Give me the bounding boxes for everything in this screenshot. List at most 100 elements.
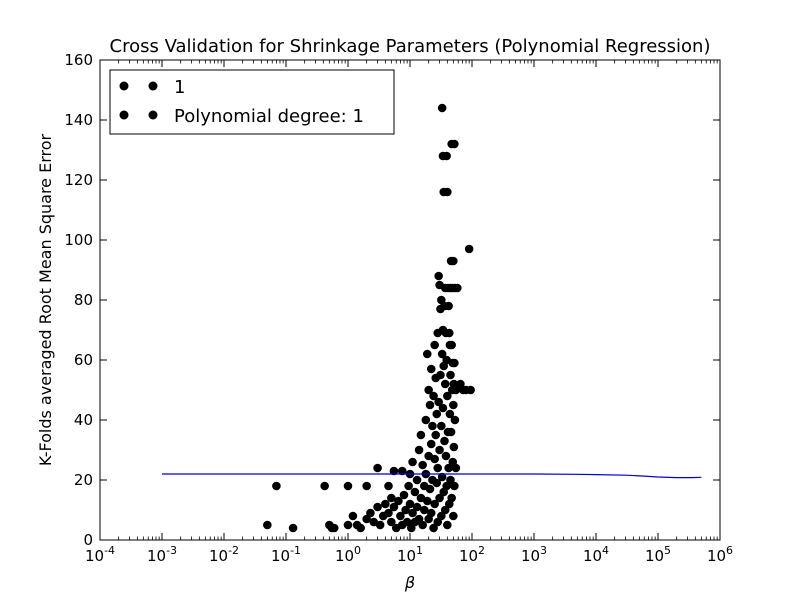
scatter-point-123 xyxy=(446,427,456,437)
scatter-point-65 xyxy=(428,421,437,431)
scatter-point-110 xyxy=(443,520,452,530)
scatter-point-91 xyxy=(437,472,447,482)
scatter-point-75 xyxy=(432,478,442,488)
x-tick-label-6: 102 xyxy=(459,544,485,565)
scatter-point-35 xyxy=(404,481,413,491)
scatter-point-14 xyxy=(366,508,375,518)
scatter-point-147 xyxy=(464,244,474,254)
scatter-point-69 xyxy=(430,340,439,350)
scatter-point-79 xyxy=(434,271,443,281)
scatter-point-94 xyxy=(438,403,448,413)
x-tick-label-1: 10-3 xyxy=(147,544,177,565)
scatter-point-131 xyxy=(449,256,458,266)
y-tick-label-1: 20 xyxy=(74,471,93,489)
scatter-point-140 xyxy=(450,415,460,425)
scatter-point-32 xyxy=(399,490,409,500)
scatter-point-37 xyxy=(405,499,415,509)
legend-entry-1: 1 xyxy=(119,77,185,98)
x-tick-label-0: 10-4 xyxy=(85,544,115,565)
scatter-point-82 xyxy=(435,445,444,455)
scatter-point-26 xyxy=(389,502,399,512)
scatter-point-40 xyxy=(408,508,417,518)
scatter-point-41 xyxy=(410,487,420,497)
scatter-point-133 xyxy=(449,511,458,521)
scatter-point-9 xyxy=(348,511,358,521)
x-tick-label-9: 105 xyxy=(645,544,671,565)
scatter-point-61 xyxy=(425,484,435,494)
scatter-point-141 xyxy=(451,385,461,395)
scatter-point-99 xyxy=(440,436,449,446)
scatter-point-17 xyxy=(373,502,382,512)
y-axis-label: K-Folds averaged Root Mean Square Error xyxy=(36,133,55,466)
scatter-point-15 xyxy=(369,517,379,527)
scatter-point-142 xyxy=(451,463,461,473)
legend: 1 Polynomial degree: 1 xyxy=(109,69,395,135)
y-tick-label-8: 160 xyxy=(64,51,93,69)
y-tick-label-2: 40 xyxy=(74,411,93,429)
chart-title: Cross Validation for Shrinkage Parameter… xyxy=(110,36,711,57)
scatter-point-113 xyxy=(444,301,453,311)
scatter-point-114 xyxy=(444,463,453,473)
x-tick-label-2: 10-2 xyxy=(209,544,239,565)
y-tick-label-0: 0 xyxy=(83,531,93,549)
scatter-point-39 xyxy=(408,457,417,467)
scatter-point-148 xyxy=(466,385,475,395)
scatter-point-120 xyxy=(446,370,455,380)
scatter-point-115 xyxy=(444,328,454,338)
scatter-point-22 xyxy=(384,508,393,518)
scatter-point-12 xyxy=(362,481,371,491)
scatter-point-47 xyxy=(416,430,426,440)
rmse-line xyxy=(162,473,702,479)
scatter-point-60 xyxy=(425,400,435,410)
scatter-point-1 xyxy=(272,481,281,491)
scatter-point-7 xyxy=(343,481,353,491)
scatter-point-73 xyxy=(431,430,441,440)
scatter-point-0 xyxy=(263,520,272,530)
legend-marker-2a xyxy=(119,110,129,120)
scatter-point-77 xyxy=(433,463,443,473)
scatter-point-104 xyxy=(441,451,451,461)
scatter-point-118 xyxy=(445,409,455,419)
x-tick-label-8: 104 xyxy=(583,544,609,565)
legend-label-1: 1 xyxy=(174,77,185,98)
line-layer xyxy=(162,473,702,479)
scatter-point-44 xyxy=(412,502,422,512)
y-tick-label-5: 100 xyxy=(64,231,93,249)
x-tick-labels: 10-4 10-3 10-2 10-1 100 101 102 103 104 105 106 xyxy=(85,544,733,565)
scatter-point-89 xyxy=(437,103,447,113)
scatter-point-53 xyxy=(421,415,431,425)
legend-marker-1b xyxy=(148,81,158,91)
scatter-point-11 xyxy=(356,523,365,533)
scatter-point-2 xyxy=(288,523,298,533)
scatter-point-105 xyxy=(442,151,451,161)
scatter-point-57 xyxy=(424,385,433,395)
scatter-point-55 xyxy=(422,349,432,359)
scatter-point-125 xyxy=(447,340,456,350)
scatter-point-62 xyxy=(426,364,436,374)
legend-label-2: Polynomial degree: 1 xyxy=(174,106,364,127)
scatter-point-64 xyxy=(426,508,436,518)
scatter-point-20 xyxy=(381,499,390,509)
scatter-point-16 xyxy=(373,463,382,473)
y-tick-labels: 0 20 40 60 80 100 120 140 160 xyxy=(64,51,93,549)
scatter-point-126 xyxy=(447,493,456,503)
y-tick-label-4: 80 xyxy=(74,291,93,309)
scatter-point-80 xyxy=(434,397,443,407)
scatter-point-6 xyxy=(329,523,339,533)
y-tick-label-7: 140 xyxy=(64,111,93,129)
legend-frame xyxy=(109,69,395,135)
scatter-point-3 xyxy=(320,481,329,491)
scatter-point-90 xyxy=(437,349,447,359)
scatter-point-135 xyxy=(449,442,459,452)
scatter-point-50 xyxy=(418,520,427,530)
x-tick-label-10: 106 xyxy=(707,544,733,565)
legend-entry-2: Polynomial degree: 1 xyxy=(119,106,364,127)
scatter-point-29 xyxy=(396,511,405,521)
scatter-point-71 xyxy=(430,499,439,509)
scatter-point-138 xyxy=(450,481,459,491)
tick-layer xyxy=(99,59,721,541)
scatter-point-45 xyxy=(414,445,424,455)
scatter-point-143 xyxy=(453,283,462,293)
scatter-point-49 xyxy=(418,460,427,470)
